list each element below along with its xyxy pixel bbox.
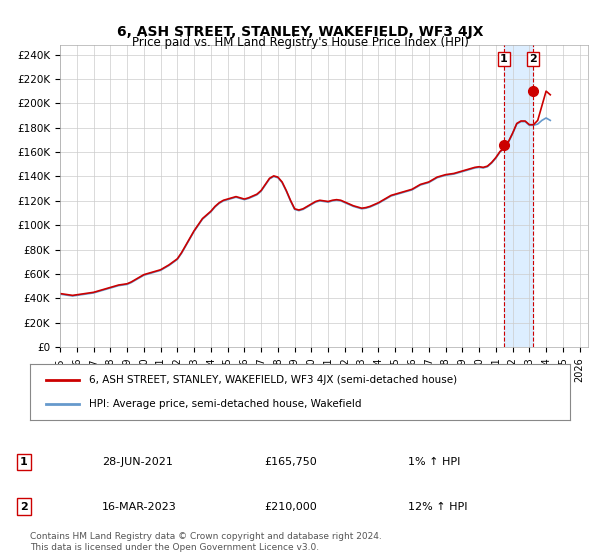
Text: 2: 2 — [20, 502, 28, 512]
Text: 1: 1 — [500, 54, 508, 64]
Text: 1: 1 — [20, 457, 28, 467]
Bar — [504, 45, 533, 347]
Text: 28-JUN-2021: 28-JUN-2021 — [102, 457, 173, 467]
Text: 16-MAR-2023: 16-MAR-2023 — [102, 502, 177, 512]
Text: 12% ↑ HPI: 12% ↑ HPI — [408, 502, 467, 512]
Text: 6, ASH STREET, STANLEY, WAKEFIELD, WF3 4JX: 6, ASH STREET, STANLEY, WAKEFIELD, WF3 4… — [117, 25, 483, 39]
Text: Contains HM Land Registry data © Crown copyright and database right 2024.
This d: Contains HM Land Registry data © Crown c… — [30, 532, 382, 552]
Text: 6, ASH STREET, STANLEY, WAKEFIELD, WF3 4JX (semi-detached house): 6, ASH STREET, STANLEY, WAKEFIELD, WF3 4… — [89, 375, 458, 385]
Text: Price paid vs. HM Land Registry's House Price Index (HPI): Price paid vs. HM Land Registry's House … — [131, 36, 469, 49]
Text: HPI: Average price, semi-detached house, Wakefield: HPI: Average price, semi-detached house,… — [89, 399, 362, 409]
Text: £210,000: £210,000 — [264, 502, 317, 512]
Text: £165,750: £165,750 — [264, 457, 317, 467]
Text: 1% ↑ HPI: 1% ↑ HPI — [408, 457, 460, 467]
Text: 2: 2 — [529, 54, 536, 64]
